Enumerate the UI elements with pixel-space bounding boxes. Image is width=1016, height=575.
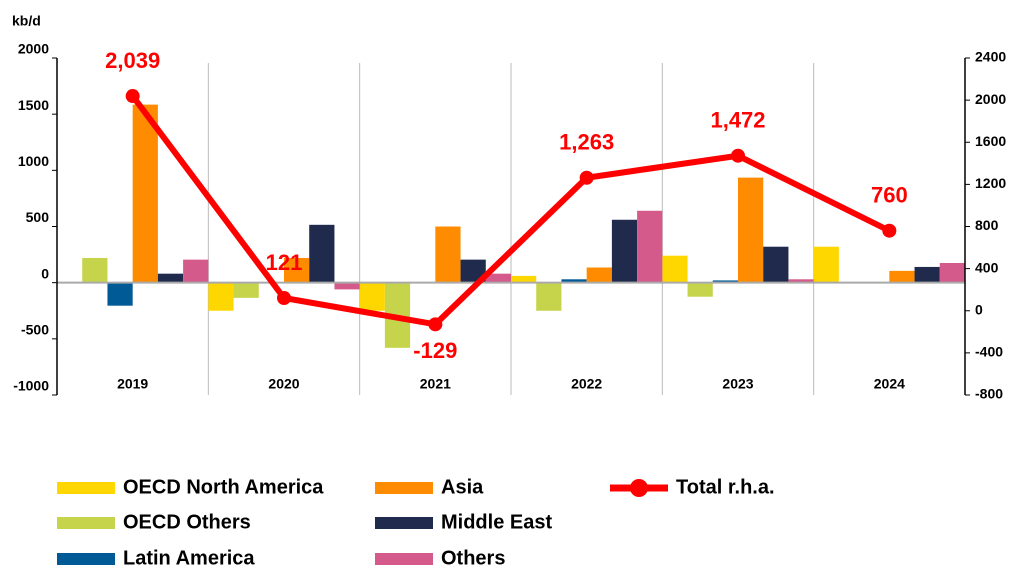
data-label: 760 [871, 183, 908, 208]
y2-tick-label: 1200 [975, 175, 1006, 191]
bar [586, 267, 612, 283]
legend-label: OECD North America [123, 476, 324, 498]
x-tick-label: 2024 [874, 376, 905, 392]
legend-swatch [375, 517, 433, 529]
bar [561, 279, 587, 283]
x-tick-label: 2020 [268, 376, 299, 392]
legend-label: Others [441, 547, 505, 569]
bar [309, 224, 335, 283]
legend-label: Total r.h.a. [676, 476, 775, 498]
y2-tick-label: -400 [975, 344, 1003, 360]
bar [788, 279, 814, 283]
legend-label: OECD Others [123, 511, 251, 533]
bar [233, 282, 259, 298]
data-label: -129 [413, 338, 457, 363]
bar [939, 263, 965, 283]
bar [208, 282, 234, 311]
bar [334, 282, 360, 290]
bar [435, 226, 461, 283]
y2-tick-label: 1600 [975, 133, 1006, 149]
bar [611, 219, 638, 283]
y-tick-label: -1000 [13, 378, 49, 394]
bar [763, 246, 789, 283]
bar [157, 273, 184, 283]
bar [107, 282, 133, 306]
bar [132, 104, 158, 283]
bar [284, 257, 310, 283]
bar [82, 257, 108, 283]
y-tick-label: -500 [21, 322, 49, 338]
bar [183, 259, 209, 283]
bar [914, 266, 940, 283]
legend-swatch [57, 553, 115, 565]
line-point [579, 170, 594, 185]
line-point [882, 223, 897, 238]
y2-tick-label: 800 [975, 217, 999, 233]
y-tick-label: 0 [41, 265, 49, 281]
legend-swatch [57, 517, 115, 529]
legend-swatch [57, 482, 115, 494]
x-tick-label: 2019 [117, 376, 148, 392]
data-label: 121 [266, 250, 303, 275]
bar [813, 246, 839, 283]
y-tick-label: 2000 [18, 41, 49, 57]
bar [712, 280, 738, 283]
y-tick-label: 500 [26, 209, 50, 225]
y-tick-label: 1500 [18, 97, 49, 113]
bar [359, 282, 385, 311]
bar [889, 270, 915, 283]
bar [485, 273, 511, 283]
data-label: 1,263 [559, 130, 614, 155]
bar [687, 282, 713, 297]
x-tick-label: 2021 [420, 376, 451, 392]
data-label: 1,472 [710, 108, 765, 133]
y2-tick-label: 400 [975, 259, 999, 275]
legend-swatch [375, 482, 433, 494]
line-point [277, 291, 291, 306]
data-label: 2,039 [105, 48, 160, 73]
legend-swatch [375, 553, 433, 565]
line-point [428, 317, 443, 332]
bar [536, 282, 562, 311]
y2-tick-label: 2000 [975, 91, 1006, 107]
line [130, 94, 891, 328]
y2-tick-label: 0 [975, 301, 983, 317]
legend-marker [630, 479, 648, 497]
line-point [125, 89, 140, 104]
legend-label: Latin America [123, 547, 255, 569]
y2-tick-label: -800 [975, 386, 1003, 402]
bar [738, 177, 764, 283]
legend-label: Asia [441, 476, 484, 498]
bar [637, 210, 663, 283]
y-tick-label: 1000 [18, 153, 49, 169]
y2-tick-label: 2400 [975, 49, 1006, 65]
line-point [731, 148, 745, 163]
bar [662, 255, 688, 283]
legend-label: Middle East [441, 511, 552, 533]
bar [460, 259, 486, 283]
y-axis-label: kb/d [12, 13, 41, 29]
x-tick-label: 2022 [571, 376, 602, 392]
bar [511, 275, 537, 283]
x-tick-label: 2023 [722, 376, 753, 392]
